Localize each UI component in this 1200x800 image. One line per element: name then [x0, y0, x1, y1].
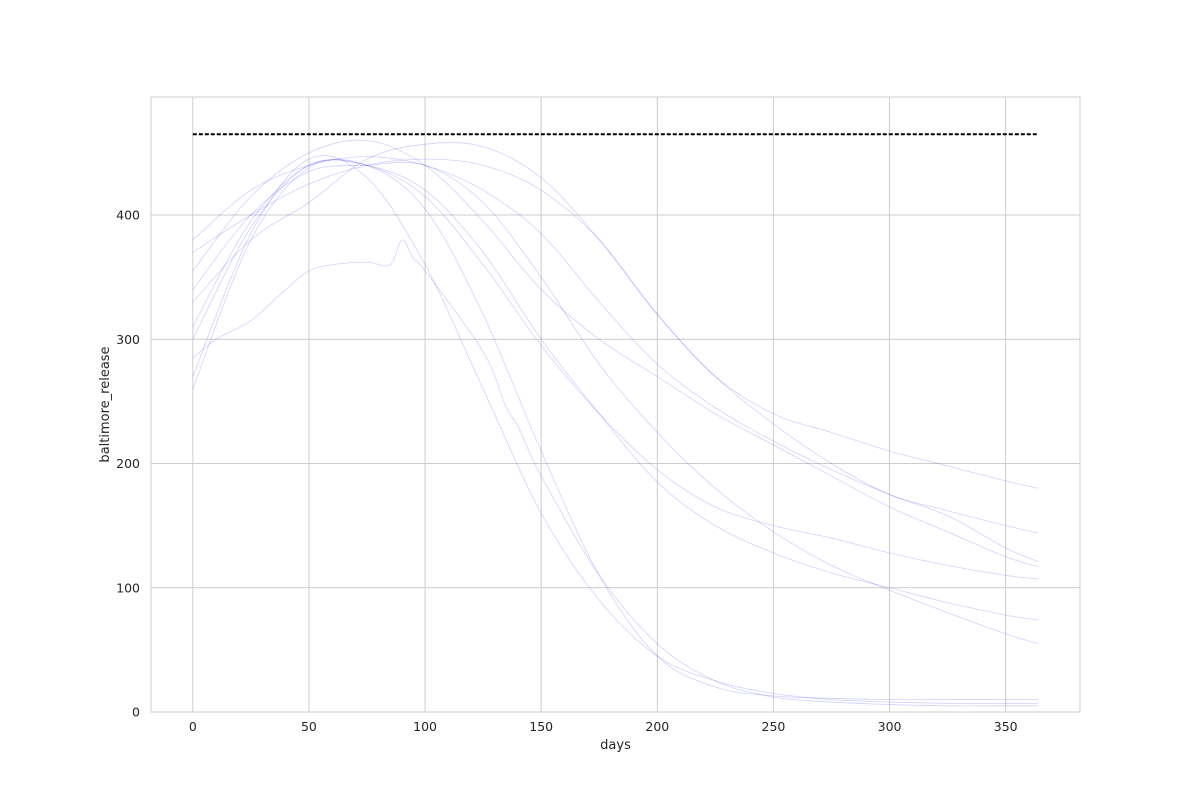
- plot-frame: [150, 96, 1081, 713]
- y-tick-label: 300: [116, 332, 140, 347]
- x-tick-label: 250: [762, 719, 786, 734]
- series-line: [192, 158, 1039, 489]
- series-line: [192, 156, 1039, 563]
- series-line: [192, 142, 1039, 534]
- y-tick-label: 100: [116, 580, 140, 595]
- series-line: [192, 161, 1039, 645]
- y-tick-label: 0: [132, 705, 140, 720]
- series-lines: [192, 139, 1039, 707]
- x-tick-label: 300: [878, 719, 902, 734]
- x-axis-label: days: [600, 738, 631, 753]
- y-tick-label: 400: [116, 208, 140, 223]
- series-line: [192, 158, 1039, 701]
- x-tick-label: 0: [189, 719, 197, 734]
- series-line: [192, 139, 1039, 568]
- y-axis-label: baltimore_release: [98, 346, 113, 462]
- series-line: [192, 159, 1039, 621]
- x-tick-label: 100: [413, 719, 437, 734]
- tick-labels: 0 50 100 150 200 250 300 350 0 100 200 300 400: [116, 208, 1018, 734]
- y-tick-label: 200: [116, 456, 140, 471]
- series-line: [192, 155, 1039, 704]
- x-tick-label: 350: [994, 719, 1018, 734]
- series-line: [192, 239, 1039, 707]
- series-line: [192, 159, 1039, 580]
- x-tick-label: 50: [301, 719, 317, 734]
- x-tick-label: 150: [529, 719, 553, 734]
- x-tick-label: 200: [645, 719, 669, 734]
